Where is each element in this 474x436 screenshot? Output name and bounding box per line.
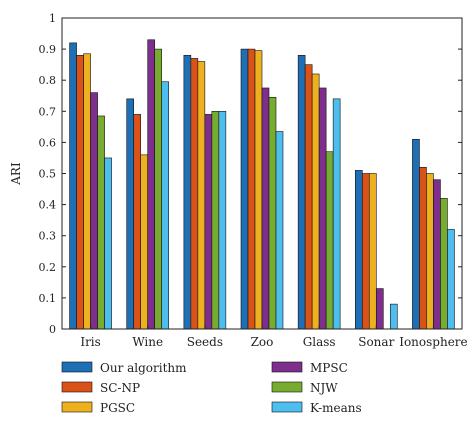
y-tick-label: 0.3 bbox=[39, 230, 57, 243]
bar-ionosphere-our-algorithm bbox=[412, 138, 420, 330]
legend: Our algorithm SC-NP PGSC MPSC NJW K-means bbox=[61, 361, 362, 415]
bar-wine-njw bbox=[154, 48, 163, 330]
legend-label: SC-NP bbox=[100, 381, 140, 395]
x-tick-label: Wine bbox=[132, 335, 163, 349]
legend-label: MPSC bbox=[310, 361, 348, 375]
bar-seeds-pgsc bbox=[197, 61, 206, 330]
bar-iris-mpsc bbox=[90, 92, 98, 330]
bar-glass-pgsc bbox=[311, 73, 320, 330]
bar-wine-mpsc bbox=[147, 39, 156, 330]
x-tick-label: Zoo bbox=[251, 335, 274, 349]
legend-swatch bbox=[61, 361, 93, 373]
legend-swatch bbox=[271, 381, 303, 393]
legend-label: NJW bbox=[310, 381, 338, 395]
bar-iris-k-means bbox=[104, 157, 112, 330]
x-tick-label: Iris bbox=[80, 335, 100, 349]
bar-zoo-mpsc bbox=[261, 87, 270, 330]
bar-glass-k-means bbox=[332, 98, 341, 330]
bar-wine-sc-np bbox=[133, 114, 142, 330]
plot-frame bbox=[61, 17, 463, 330]
bar-iris-sc-np bbox=[76, 55, 84, 330]
bar-zoo-njw bbox=[268, 97, 277, 330]
bar-ionosphere-sc-np bbox=[419, 166, 427, 330]
legend-swatch bbox=[61, 381, 93, 393]
x-axis: Iris Wine Seeds Zoo Glass Sonar Ionosphere bbox=[80, 325, 468, 349]
bar-sonar-pgsc bbox=[368, 173, 377, 330]
bar-sonar-our-algorithm bbox=[354, 170, 363, 330]
bar-iris-our-algorithm bbox=[69, 42, 77, 330]
bar-wine-k-means bbox=[161, 81, 170, 330]
x-tick-label: Glass bbox=[303, 335, 336, 349]
bar-glass-sc-np bbox=[304, 64, 313, 330]
bar-seeds-our-algorithm bbox=[183, 55, 192, 330]
y-tick-label: 0.4 bbox=[39, 199, 57, 212]
bar-ionosphere-k-means bbox=[447, 229, 455, 330]
y-tick-label: 0.6 bbox=[39, 136, 57, 149]
bar-wine-pgsc bbox=[140, 154, 149, 330]
x-tick-label: Sonar bbox=[358, 335, 394, 349]
legend-label: Our algorithm bbox=[100, 361, 187, 375]
y-tick-label: 0.9 bbox=[39, 43, 57, 56]
bar-seeds-mpsc bbox=[204, 114, 213, 330]
bar-seeds-k-means bbox=[218, 111, 227, 330]
y-tick-label: 0.7 bbox=[39, 105, 57, 118]
legend-swatch bbox=[271, 361, 303, 373]
bar-sonar-mpsc bbox=[375, 288, 384, 330]
bar-ionosphere-njw bbox=[440, 198, 448, 330]
legend-label: K-means bbox=[310, 401, 362, 415]
legend-label: PGSC bbox=[100, 401, 135, 415]
y-tick-label: 0.1 bbox=[39, 292, 57, 305]
y-axis-title: ARI bbox=[9, 162, 23, 186]
bar-glass-our-algorithm bbox=[297, 55, 306, 330]
bar-glass-mpsc bbox=[318, 87, 327, 330]
bar-iris-pgsc bbox=[83, 53, 91, 330]
bar-iris-njw bbox=[97, 115, 105, 330]
bars-group bbox=[69, 39, 455, 330]
bar-wine-our-algorithm bbox=[126, 98, 135, 330]
y-tick-label: 0.8 bbox=[39, 74, 57, 87]
legend-swatch bbox=[61, 401, 93, 413]
x-tick-label: Ionosphere bbox=[399, 335, 467, 349]
bar-ionosphere-mpsc bbox=[433, 179, 441, 330]
legend-swatch bbox=[271, 401, 303, 413]
bar-sonar-k-means bbox=[389, 303, 398, 330]
bar-zoo-k-means bbox=[275, 131, 284, 330]
bar-sonar-sc-np bbox=[361, 173, 370, 330]
x-tick-label: Seeds bbox=[187, 335, 223, 349]
y-tick-label: 0.2 bbox=[39, 261, 57, 274]
y-tick-label: 0 bbox=[49, 323, 56, 336]
bar-zoo-our-algorithm bbox=[240, 48, 249, 330]
bar-zoo-pgsc bbox=[254, 50, 263, 330]
bar-seeds-njw bbox=[211, 111, 220, 330]
y-tick-label: 1 bbox=[49, 12, 56, 25]
y-axis: 0 0.1 0.2 0.3 0.4 0.5 0.6 0.7 0.8 0.9 1 bbox=[39, 12, 462, 336]
bar-zoo-sc-np bbox=[247, 48, 256, 330]
bar-ionosphere-pgsc bbox=[426, 173, 434, 330]
y-tick-label: 0.5 bbox=[39, 168, 57, 181]
bar-seeds-sc-np bbox=[190, 58, 199, 330]
bar-glass-njw bbox=[325, 151, 334, 330]
